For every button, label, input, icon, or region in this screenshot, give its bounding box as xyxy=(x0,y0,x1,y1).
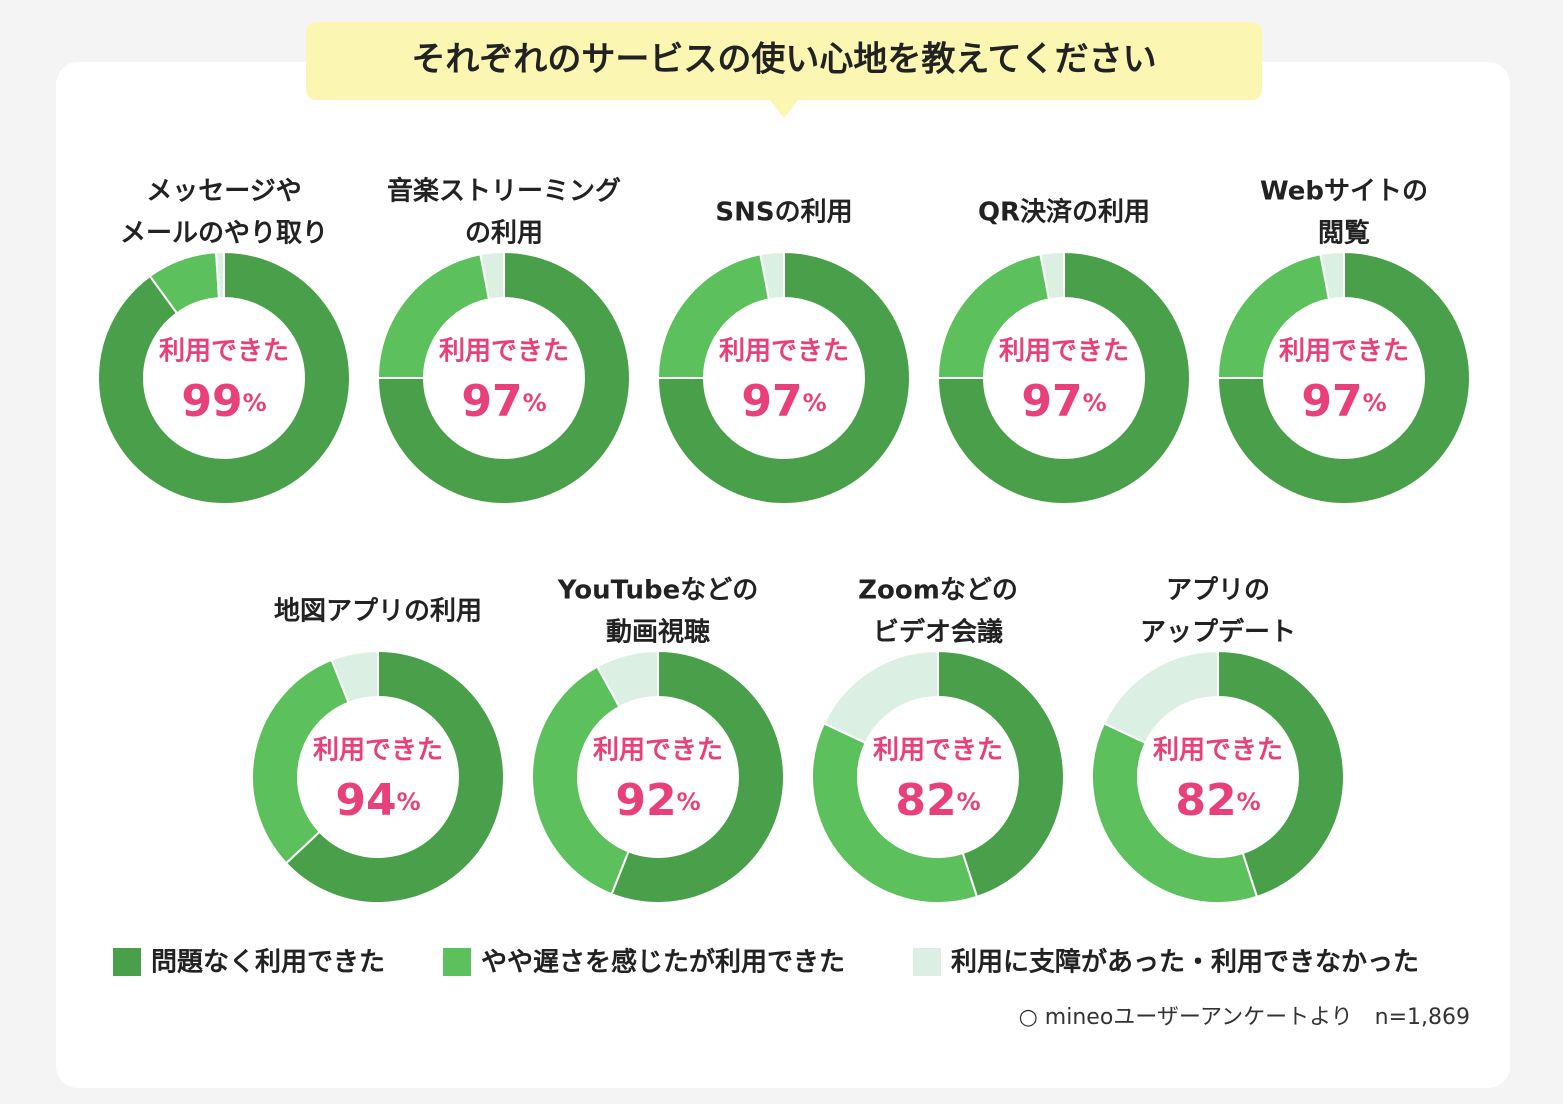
donut-segment xyxy=(1090,722,1259,904)
center-value-group: 82% xyxy=(895,775,980,826)
center-unit: % xyxy=(1237,788,1261,816)
donut-segment xyxy=(330,649,379,704)
donut-segment xyxy=(479,250,505,301)
center-value-group: 94% xyxy=(335,775,420,826)
center-label: 利用できた xyxy=(1279,337,1409,367)
center-label: 利用できた xyxy=(719,337,849,367)
chart-title: メールのやり取り xyxy=(120,219,328,249)
legend-label: 問題なく利用できた xyxy=(151,948,385,978)
center-value: 92 xyxy=(615,775,676,826)
center-unit: % xyxy=(957,788,981,816)
chart-title: 閲覧 xyxy=(1318,219,1370,249)
title-bubble xyxy=(306,22,1262,100)
center-label: 利用できた xyxy=(873,736,1003,766)
center-value: 97 xyxy=(741,376,802,427)
center-label: 利用できた xyxy=(1153,736,1283,766)
center-value: 97 xyxy=(1021,376,1082,427)
center-unit: % xyxy=(523,389,547,417)
center-unit: % xyxy=(1363,389,1387,417)
center-value: 82 xyxy=(1175,775,1236,826)
center-value-group: 82% xyxy=(1175,775,1260,826)
donut-segment xyxy=(1217,649,1345,899)
center-value: 99 xyxy=(181,376,242,427)
chart-title: アップデート xyxy=(1140,617,1296,648)
center-label: 利用できた xyxy=(159,337,289,367)
legend-swatch xyxy=(443,948,471,976)
center-unit: % xyxy=(1083,389,1107,417)
center-value-group: 97% xyxy=(1301,376,1386,427)
donut-segment xyxy=(376,250,631,505)
donut-segment xyxy=(811,722,979,904)
donut-segment xyxy=(759,250,785,301)
donut-segment xyxy=(251,658,350,865)
page-title: それぞれのサービスの使い心地を教えてください xyxy=(411,40,1156,80)
donut-segment xyxy=(937,649,1065,899)
donut-segment xyxy=(1102,649,1219,745)
chart-title: QR決済の利用 xyxy=(978,197,1150,228)
donut-segment xyxy=(656,250,911,505)
donut-segment xyxy=(1039,250,1065,301)
center-value: 94 xyxy=(335,775,396,826)
donut-segment xyxy=(97,250,351,505)
legend-swatch xyxy=(913,948,941,976)
chart-title: ビデオ会議 xyxy=(873,617,1003,648)
legend-swatch xyxy=(113,948,141,976)
center-label: 利用できた xyxy=(999,337,1129,367)
donut-segment xyxy=(531,665,630,896)
chart-title: メッセージや xyxy=(146,177,301,207)
center-value: 82 xyxy=(895,775,956,826)
legend-label: やや遅さを感じたが利用できた xyxy=(481,947,845,978)
donut-segment xyxy=(610,649,785,904)
chart-title: SNSの利用 xyxy=(715,198,852,228)
donut-segment xyxy=(1319,250,1345,301)
chart-title: 音楽ストリーミング xyxy=(387,176,621,207)
center-unit: % xyxy=(803,389,827,417)
center-label: 利用できた xyxy=(313,736,443,766)
center-value: 97 xyxy=(461,376,522,427)
chart-title: 地図アプリの利用 xyxy=(274,597,482,627)
center-unit: % xyxy=(677,788,701,816)
center-value-group: 97% xyxy=(1021,376,1106,427)
donut-segment xyxy=(822,649,939,745)
center-value: 97 xyxy=(1301,376,1362,427)
center-unit: % xyxy=(397,788,421,816)
center-value-group: 92% xyxy=(615,775,700,826)
chart-title: YouTubeなどの xyxy=(557,576,758,606)
chart-title: Zoomなどの xyxy=(858,576,1018,606)
chart-title: 動画視聴 xyxy=(606,618,710,648)
chart-title: アプリの xyxy=(1166,576,1270,606)
chart-title: の利用 xyxy=(465,219,543,249)
center-value-group: 97% xyxy=(741,376,826,427)
center-unit: % xyxy=(243,389,267,417)
bubble-pointer xyxy=(770,100,798,118)
center-label: 利用できた xyxy=(439,337,569,367)
donut-segment xyxy=(936,250,1191,505)
donut-segment xyxy=(284,649,505,904)
center-value-group: 97% xyxy=(461,376,546,427)
center-label: 利用できた xyxy=(593,736,723,766)
donut-segment xyxy=(1216,250,1471,505)
donut-segment xyxy=(215,250,225,300)
chart-title: Webサイトの xyxy=(1260,177,1428,207)
source-note: ○ mineoユーザーアンケートより n=1,869 xyxy=(1019,1005,1470,1030)
center-value-group: 99% xyxy=(181,376,266,427)
donut-segment xyxy=(595,649,659,709)
legend-label: 利用に支障があった・利用できなかった xyxy=(951,947,1419,978)
